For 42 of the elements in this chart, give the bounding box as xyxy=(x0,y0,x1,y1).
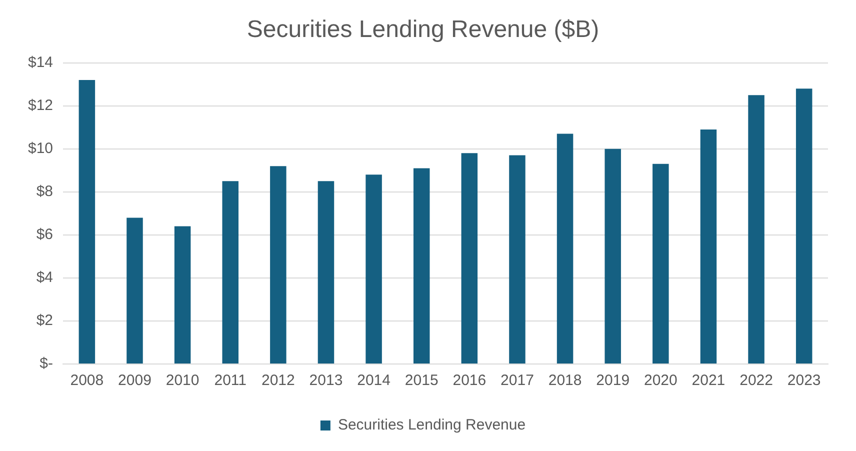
chart-title: Securities Lending Revenue ($B) xyxy=(246,16,600,44)
bar xyxy=(604,148,621,364)
bar xyxy=(174,226,191,364)
x-tick-label: 2020 xyxy=(644,372,678,390)
x-tick-label: 2013 xyxy=(309,372,343,390)
bar xyxy=(270,166,286,364)
x-tick-label: 2011 xyxy=(214,372,246,390)
bar xyxy=(509,155,526,364)
x-tick-label: 2008 xyxy=(70,372,104,390)
y-tick-label: $2 xyxy=(36,312,54,330)
x-tick-label: 2014 xyxy=(357,372,390,390)
x-tick-label: 2016 xyxy=(452,372,486,390)
bar xyxy=(366,174,382,364)
bar xyxy=(748,95,764,364)
x-tick-label: 2010 xyxy=(166,372,200,390)
x-tick-label: 2023 xyxy=(787,372,821,390)
x-tick-label: 2012 xyxy=(261,372,295,390)
bar xyxy=(652,164,669,364)
y-tick-label: $6 xyxy=(36,226,54,244)
bar xyxy=(78,80,96,364)
bar xyxy=(126,218,143,364)
bar xyxy=(413,168,430,364)
bar xyxy=(556,134,574,364)
y-tick-label: $8 xyxy=(36,183,54,200)
legend-label: Securities Lending Revenue xyxy=(338,416,526,434)
bar xyxy=(222,181,238,364)
x-tick-label: 2021 xyxy=(692,372,726,390)
x-tick-label: 2009 xyxy=(118,372,152,390)
y-tick-label: $12 xyxy=(28,96,54,114)
x-tick-label: 2018 xyxy=(548,372,582,390)
bar xyxy=(318,181,334,364)
x-tick-label: 2015 xyxy=(404,372,438,390)
bar xyxy=(796,88,812,364)
bar xyxy=(700,129,717,364)
bar xyxy=(461,153,478,364)
y-tick-label: $4 xyxy=(36,269,54,286)
y-tick-label: $14 xyxy=(28,54,54,71)
x-tick-label: 2017 xyxy=(500,372,534,390)
x-tick-label: 2019 xyxy=(596,372,630,390)
y-tick-label: $10 xyxy=(28,140,54,157)
y-tick-label: $- xyxy=(40,355,54,372)
x-tick-label: 2022 xyxy=(740,372,773,390)
